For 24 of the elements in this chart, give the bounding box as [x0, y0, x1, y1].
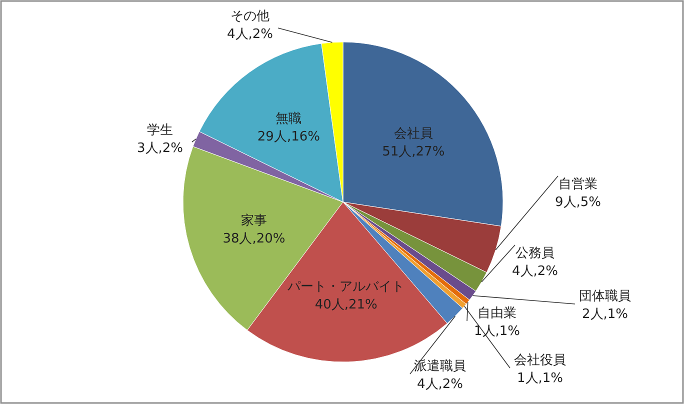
slice-label: 自由業: [478, 306, 516, 321]
slice-label: 自営業: [558, 177, 598, 192]
slice-label: 会社員: [394, 126, 433, 142]
slice-label: 会社役員: [514, 353, 566, 368]
slice-label: 家事: [241, 212, 267, 228]
data-label: 3人,2%: [136, 141, 184, 156]
slice-label: その他: [230, 9, 270, 24]
data-label: 40人,21%: [314, 298, 378, 313]
data-label: 9人,5%: [554, 195, 602, 210]
data-label: 2人,1%: [582, 307, 628, 322]
slice-label: パート・アルバイト: [286, 280, 405, 295]
data-label: 38人,20%: [222, 231, 286, 246]
data-label: 51人,27%: [382, 144, 445, 160]
slice-label: 学生: [147, 123, 173, 138]
slice-label: 無職: [276, 112, 302, 127]
data-label: 4人,2%: [226, 27, 274, 42]
slice-label: 公務員: [516, 246, 554, 261]
data-label: 1人,1%: [474, 324, 520, 339]
data-label: 1人,1%: [516, 371, 564, 386]
data-label: 4人,2%: [416, 377, 464, 392]
data-label: 4人,2%: [512, 264, 558, 279]
slice-label: 団体職員: [579, 289, 631, 304]
data-label: 29人,16%: [257, 130, 320, 145]
slice-label: 派遣職員: [414, 359, 466, 374]
